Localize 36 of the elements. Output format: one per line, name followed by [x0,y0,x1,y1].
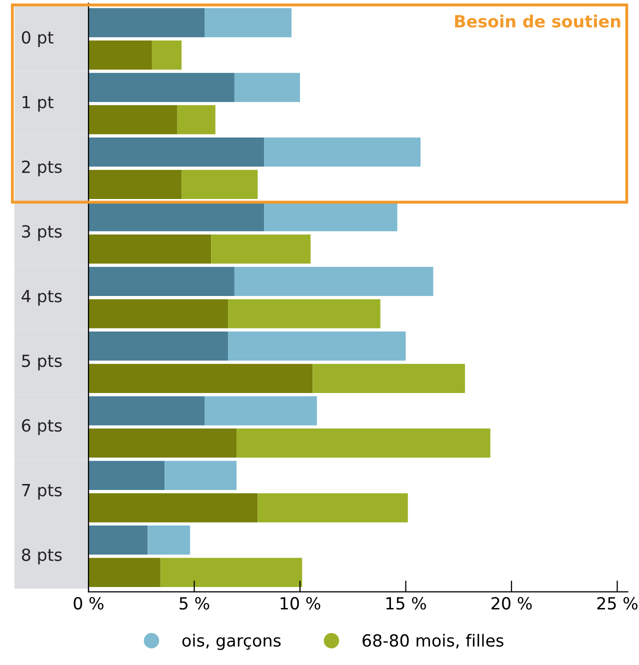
bar [148,526,190,555]
bar [204,396,317,426]
bar [312,364,465,393]
y-tick-label: 4 pts [22,290,62,306]
bar [160,558,302,587]
bar [228,299,380,328]
bar [264,138,421,167]
y-tick-label: 5 pts [22,354,62,370]
bar [211,234,311,264]
bar [152,40,182,70]
bar [177,105,216,134]
y-tick-label: 1 pt [22,96,54,112]
y-tick-label: 8 pts [22,548,62,564]
x-tick-label: 5 % [180,597,210,610]
y-tick-label: 0 pt [22,31,54,47]
legend-label: ois, garçons [182,634,281,650]
bar [258,493,408,522]
bar [234,72,300,102]
bar [264,202,398,232]
legend-label: 68-80 mois, filles [362,634,504,648]
annotation: Besoin de soutien [455,14,620,28]
bar [236,428,490,458]
x-tick-label: 25 % [597,597,638,610]
y-tick-label: 7 pts [22,484,62,500]
bar [234,266,434,296]
x-tick-label: 10 % [280,597,320,610]
x-tick-label: 0 % [74,597,104,610]
y-tick-label: 2 pts [22,160,62,176]
y-tick-label: 6 pts [22,419,62,435]
x-tick-label: 15 % [386,597,426,610]
bar [204,8,292,38]
bar [182,170,258,199]
bar [228,332,406,361]
x-tick-label: 20 % [492,597,532,610]
bar [164,460,237,490]
y-tick-label: 3 pts [22,225,62,241]
